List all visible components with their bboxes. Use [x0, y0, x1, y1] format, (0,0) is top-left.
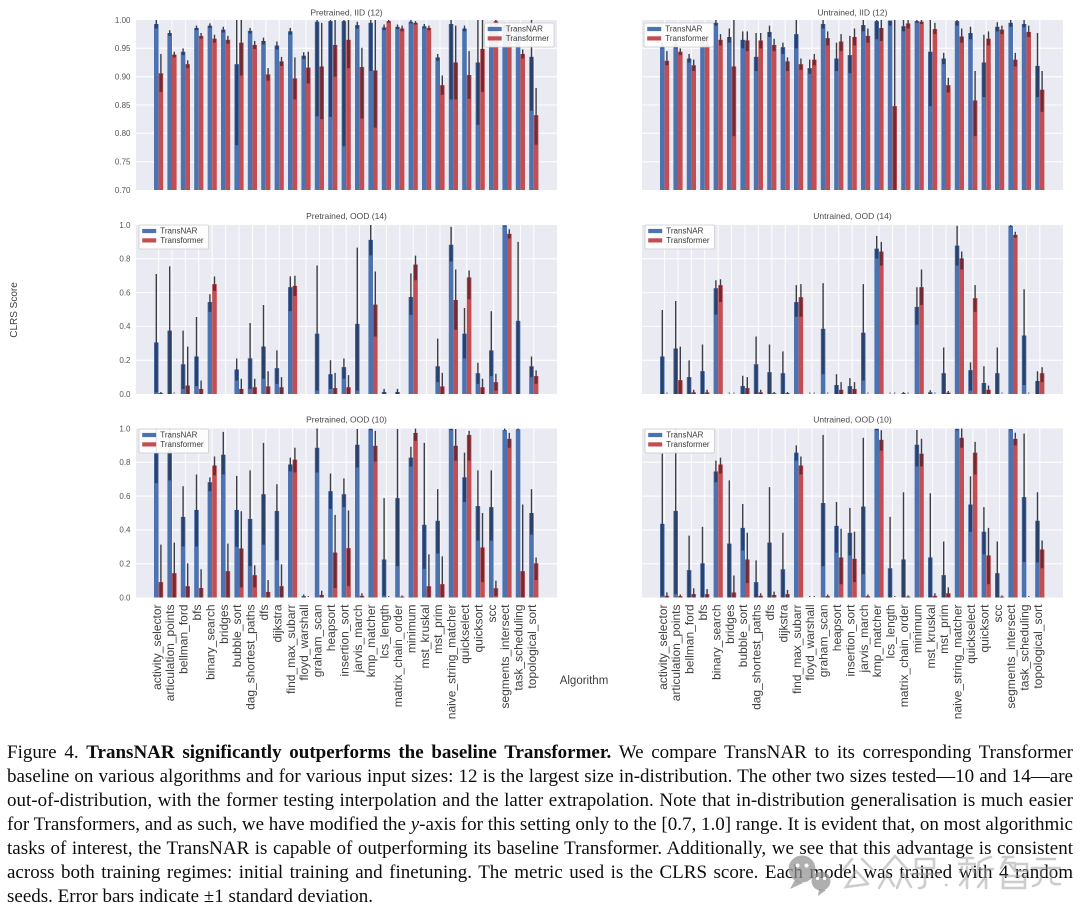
svg-text:quickselect: quickselect [964, 604, 978, 664]
svg-text:floyd_warshall: floyd_warshall [803, 605, 817, 681]
svg-text:kmp_matcher: kmp_matcher [870, 605, 884, 678]
svg-text:graham_scan: graham_scan [817, 605, 831, 678]
svg-text:bubble_sort: bubble_sort [230, 604, 244, 667]
svg-text:dijkstra: dijkstra [270, 604, 284, 642]
svg-text:topological_sort: topological_sort [525, 604, 539, 689]
svg-text:Untrained, OOD (10): Untrained, OOD (10) [813, 415, 892, 425]
svg-text:1.0: 1.0 [119, 221, 131, 230]
svg-text:binary_search: binary_search [203, 605, 217, 680]
svg-text:heapsort: heapsort [830, 604, 844, 651]
svg-text:TransNAR: TransNAR [506, 24, 543, 33]
svg-text:0.85: 0.85 [115, 101, 131, 110]
svg-text:Pretrained, OOD (10): Pretrained, OOD (10) [306, 415, 387, 425]
svg-text:0.8: 0.8 [119, 255, 131, 264]
svg-text:scc: scc [991, 605, 1005, 623]
svg-text:mst_prim: mst_prim [937, 605, 951, 654]
svg-text:0.90: 0.90 [115, 73, 131, 82]
svg-text:find_max_subarr: find_max_subarr [284, 605, 298, 694]
svg-text:scc: scc [485, 605, 499, 623]
svg-text:Untrained, IID (12): Untrained, IID (12) [818, 8, 888, 18]
svg-text:mst_prim: mst_prim [431, 605, 445, 654]
svg-text:0.0: 0.0 [119, 390, 131, 399]
svg-text:TransNAR: TransNAR [160, 226, 197, 235]
svg-text:mst_kruskal: mst_kruskal [924, 605, 938, 669]
svg-text:0.4: 0.4 [119, 322, 131, 331]
svg-text:0.80: 0.80 [115, 129, 131, 138]
svg-text:Transformer: Transformer [160, 236, 204, 245]
svg-text:Algorithm: Algorithm [560, 675, 609, 687]
svg-text:jarvis_march: jarvis_march [857, 605, 871, 674]
svg-text:topological_sort: topological_sort [1031, 604, 1045, 689]
svg-text:bridges: bridges [723, 605, 737, 644]
svg-text:articulation_points: articulation_points [669, 605, 683, 702]
svg-text:segments_intersect: segments_intersect [1004, 604, 1018, 709]
svg-text:bubble_sort: bubble_sort [736, 604, 750, 667]
svg-text:0.0: 0.0 [119, 593, 131, 602]
svg-text:bellman_ford: bellman_ford [683, 605, 697, 674]
svg-text:segments_intersect: segments_intersect [498, 604, 512, 709]
svg-text:Transformer: Transformer [665, 34, 709, 43]
svg-text:binary_search: binary_search [709, 605, 723, 680]
svg-text:articulation_points: articulation_points [163, 605, 177, 702]
svg-text:minimum: minimum [910, 605, 924, 654]
svg-text:insertion_sort: insertion_sort [843, 604, 857, 677]
svg-text:insertion_sort: insertion_sort [337, 604, 351, 677]
svg-text:dag_shortest_paths: dag_shortest_paths [244, 605, 258, 710]
svg-text:1.0: 1.0 [119, 424, 131, 433]
svg-text:0.75: 0.75 [115, 158, 131, 167]
svg-text:0.8: 0.8 [119, 458, 131, 467]
svg-text:task_scheduling: task_scheduling [1018, 605, 1032, 691]
svg-text:jarvis_march: jarvis_march [351, 605, 365, 674]
svg-text:Transformer: Transformer [666, 440, 710, 449]
svg-text:0.2: 0.2 [119, 560, 131, 569]
svg-text:0.6: 0.6 [119, 492, 131, 501]
svg-text:Transformer: Transformer [160, 440, 204, 449]
svg-text:naive_string_matcher: naive_string_matcher [951, 605, 965, 720]
svg-text:task_scheduling: task_scheduling [512, 605, 526, 691]
svg-text:bfs: bfs [190, 605, 204, 621]
svg-text:dfs: dfs [763, 605, 777, 621]
svg-text:bfs: bfs [696, 605, 710, 621]
svg-text:dag_shortest_paths: dag_shortest_paths [750, 605, 764, 710]
svg-text:Pretrained, OOD (14): Pretrained, OOD (14) [306, 211, 387, 221]
svg-text:quickselect: quickselect [458, 604, 472, 664]
svg-text:0.95: 0.95 [115, 44, 131, 53]
svg-text:matrix_chain_order: matrix_chain_order [391, 605, 405, 708]
svg-text:matrix_chain_order: matrix_chain_order [897, 605, 911, 708]
svg-text:lcs_length: lcs_length [884, 605, 898, 659]
svg-text:floyd_warshall: floyd_warshall [297, 605, 311, 681]
svg-text:TransNAR: TransNAR [665, 24, 702, 33]
svg-text:0.2: 0.2 [119, 356, 131, 365]
svg-text:TransNAR: TransNAR [160, 430, 197, 439]
svg-text:mst_kruskal: mst_kruskal [418, 605, 432, 669]
svg-text:TransNAR: TransNAR [666, 430, 703, 439]
svg-text:activity_selector: activity_selector [150, 605, 164, 690]
svg-text:minimum: minimum [404, 605, 418, 654]
svg-text:activity_selector: activity_selector [656, 605, 670, 690]
svg-text:0.6: 0.6 [119, 288, 131, 297]
svg-text:TransNAR: TransNAR [666, 226, 703, 235]
svg-text:naive_string_matcher: naive_string_matcher [445, 605, 459, 720]
svg-text:Pretrained, IID (12): Pretrained, IID (12) [310, 8, 382, 18]
svg-text:dijkstra: dijkstra [776, 604, 790, 642]
svg-text:bellman_ford: bellman_ford [177, 605, 191, 674]
svg-text:kmp_matcher: kmp_matcher [364, 605, 378, 678]
svg-text:1.00: 1.00 [115, 16, 131, 25]
svg-text:dfs: dfs [257, 605, 271, 621]
svg-text:0.70: 0.70 [115, 186, 131, 195]
svg-text:find_max_subarr: find_max_subarr [790, 605, 804, 694]
svg-text:quicksort: quicksort [471, 604, 485, 653]
svg-text:Transformer: Transformer [506, 34, 550, 43]
svg-text:lcs_length: lcs_length [378, 605, 392, 659]
svg-text:heapsort: heapsort [324, 604, 338, 651]
svg-text:CLRS Score: CLRS Score [9, 282, 20, 338]
svg-text:quicksort: quicksort [977, 604, 991, 653]
svg-text:bridges: bridges [217, 605, 231, 644]
svg-text:0.4: 0.4 [119, 526, 131, 535]
svg-text:Untrained, OOD (14): Untrained, OOD (14) [813, 211, 892, 221]
svg-text:graham_scan: graham_scan [311, 605, 325, 678]
svg-text:Transformer: Transformer [666, 236, 710, 245]
